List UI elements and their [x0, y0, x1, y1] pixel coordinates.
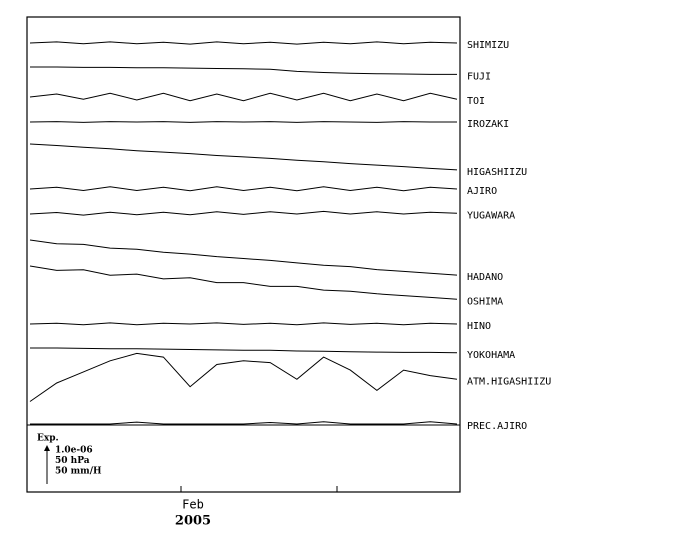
- trace-label: IROZAKI: [467, 119, 509, 130]
- trace-label: HINO: [467, 321, 491, 332]
- trace: [29, 92, 458, 102]
- plot-frame: [26, 16, 461, 493]
- trace: [30, 66, 457, 75]
- scale-label: 50 hPa: [55, 456, 90, 466]
- scale-arrow: [44, 445, 50, 451]
- trace: [29, 352, 458, 402]
- trace: [29, 121, 457, 123]
- trace-label: OSHIMA: [467, 296, 503, 307]
- trace-label: YUGAWARA: [467, 210, 515, 221]
- trace-label: YOKOHAMA: [467, 350, 515, 361]
- trace: [29, 41, 458, 45]
- trace-label: HIGASHIIZU: [467, 167, 527, 178]
- trace-label: SHIMIZU: [467, 40, 509, 51]
- trace: [29, 239, 458, 276]
- trace-label: HADANO: [467, 272, 503, 283]
- trace: [29, 322, 458, 326]
- year-label: 2005: [175, 514, 211, 529]
- trace: [29, 143, 458, 171]
- trace: [30, 347, 458, 354]
- trace: [30, 421, 458, 425]
- trace-label: TOI: [467, 96, 485, 107]
- scale-label: 50 mm/H: [55, 467, 102, 477]
- scale-label: 1.0e-06: [55, 446, 93, 456]
- trace-label: ATM.HIGASHIIZU: [467, 376, 551, 387]
- trace: [29, 186, 458, 192]
- trace-label: PREC.AJIRO: [467, 421, 527, 432]
- trace: [29, 265, 458, 300]
- trace: [29, 210, 458, 216]
- trace-label: AJIRO: [467, 186, 497, 197]
- scale-title: Exp.: [37, 434, 59, 444]
- x-tick-label: Feb: [182, 498, 204, 512]
- trace-label: FUJI: [467, 71, 491, 82]
